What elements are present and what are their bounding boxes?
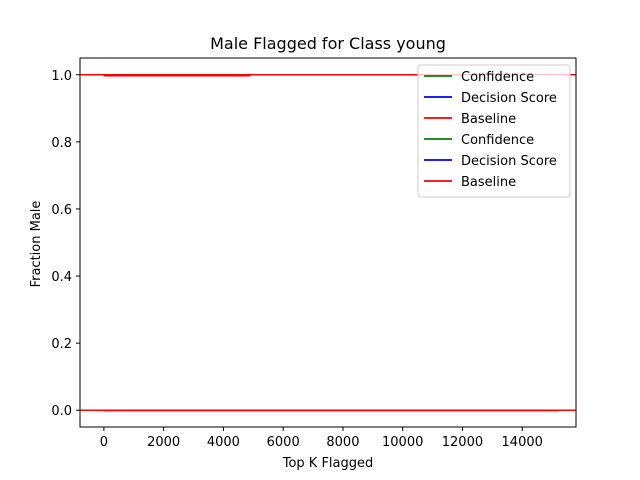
legend-label: Baseline	[461, 112, 516, 127]
y-tick-label: 1.0	[51, 69, 72, 84]
y-tick-label: 0.6	[51, 203, 72, 218]
x-tick-label: 2000	[147, 435, 180, 450]
y-tick-label: 0.4	[51, 270, 72, 285]
plot-area	[80, 74, 576, 412]
y-tick-label: 0.8	[51, 136, 72, 151]
legend: Confidence Decision Score Baseline Confiden…	[417, 64, 571, 198]
x-tick-label: 6000	[267, 435, 300, 450]
x-tick-label: 12000	[442, 435, 483, 450]
x-tick-label: 0	[100, 435, 108, 450]
axis-ticks: 0 2000 4000 6000 8000 10000 12000 14000 0.0 0.2 0.…	[51, 69, 543, 450]
chart-title: Male Flagged for Class young	[210, 34, 446, 53]
x-axis-label: Top K Flagged	[282, 456, 374, 471]
legend-box	[417, 64, 571, 198]
y-tick-label: 0.0	[51, 404, 72, 419]
y-axis-label: Fraction Male	[29, 201, 44, 288]
x-tick-label: 8000	[326, 435, 359, 450]
legend-label: Decision Score	[461, 91, 557, 106]
x-tick-label: 14000	[502, 435, 543, 450]
legend-label: Baseline	[461, 175, 516, 190]
plot-frame	[79, 57, 577, 428]
x-tick-label: 4000	[207, 435, 240, 450]
x-tick-label: 10000	[382, 435, 423, 450]
y-tick-label: 0.2	[51, 337, 72, 352]
legend-label: Confidence	[461, 133, 534, 148]
legend-label: Decision Score	[461, 154, 557, 169]
legend-label: Confidence	[461, 70, 534, 85]
